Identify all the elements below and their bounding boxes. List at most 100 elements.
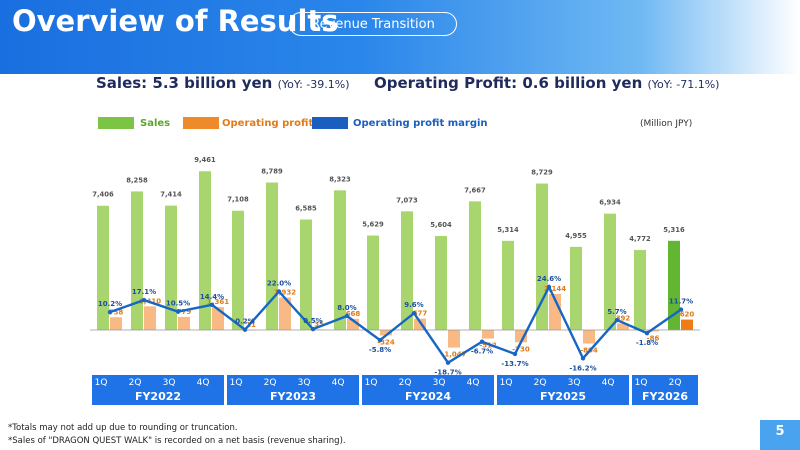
margin-line	[109, 284, 682, 365]
margin-value-label: 17.1%	[132, 288, 156, 296]
sales-value-label: 8,258	[126, 176, 148, 184]
sales-value-label: 6,934	[599, 199, 621, 207]
quarter-tick-label: 1Q	[229, 378, 243, 388]
margin-point	[141, 297, 147, 303]
sales-bar	[604, 213, 616, 330]
sales-bar	[435, 235, 447, 330]
sales-bar	[199, 171, 211, 330]
legend-swatch-op	[183, 117, 219, 129]
op-bar	[448, 330, 460, 348]
sales-value-label: 9,461	[194, 156, 216, 164]
sales-bar	[367, 235, 379, 330]
margin-value-label: 0.5%	[303, 317, 322, 325]
margin-point	[678, 307, 684, 312]
sales-bar	[570, 246, 582, 330]
margin-value-label: 22.0%	[267, 280, 291, 288]
kpi-op: Operating Profit: 0.6 billion yen	[373, 74, 643, 92]
op-bar	[110, 317, 122, 330]
margin-value-label: 9.6%	[404, 301, 423, 309]
page-number: 5	[775, 424, 785, 439]
sales-value-label: 6,585	[295, 205, 317, 213]
op-value-label: 35	[314, 320, 324, 328]
margin-point	[310, 326, 316, 332]
quarter-tick-label: 3Q	[432, 378, 446, 388]
sales-value-label: 8,729	[531, 169, 553, 177]
sales-value-label: 7,667	[464, 186, 486, 194]
op-value-label: 620	[680, 311, 695, 319]
margin-value-label: -5.8%	[369, 346, 391, 354]
quarter-tick-label: 4Q	[601, 378, 615, 388]
op-bar	[681, 319, 693, 330]
op-bar	[647, 330, 659, 332]
sales-value-label: 7,414	[160, 191, 182, 199]
fiscal-year-band: 1Q 2Q 3Q 4Q FY2022	[92, 375, 224, 405]
kpi-summary: Sales: 5.3 billion yen (YoY: -39.1%) Ope…	[96, 74, 719, 92]
margin-point	[445, 360, 451, 365]
kpi-sales: Sales: 5.3 billion yen	[96, 74, 273, 92]
fiscal-year-label: FY2022	[134, 390, 182, 403]
legend-label-margin: Operating profit margin	[353, 118, 488, 129]
fiscal-year-band: 1Q 2Q 3Q 4Q FY2023	[227, 375, 359, 405]
op-bar	[380, 330, 392, 336]
sales-bar	[266, 182, 278, 330]
fiscal-year-label: FY2023	[269, 390, 317, 403]
legend-swatch-margin	[312, 117, 348, 129]
op-bar	[279, 297, 291, 330]
margin-value-label: -13.7%	[501, 360, 528, 368]
margin-value-label: 5.7%	[607, 308, 626, 316]
margin-value-label: -6.7%	[471, 348, 493, 356]
margin-point	[242, 327, 248, 332]
op-bar	[414, 318, 426, 330]
footnote-net-basis: *Sales of "DRAGON QUEST WALK" is recorde…	[8, 436, 346, 446]
margin-value-label: 11.7%	[669, 298, 693, 306]
margin-value-label: -18.7%	[434, 369, 461, 377]
margin-value-label: 24.6%	[537, 275, 561, 283]
sales-bar	[668, 240, 680, 330]
op-value-label: -730	[512, 345, 530, 353]
fiscal-year-band: 1Q 2Q FY2026	[632, 375, 698, 405]
page-title: Overview of Results	[12, 4, 339, 38]
margin-value-label: -1.8%	[636, 339, 658, 347]
quarter-tick-label: 1Q	[364, 378, 378, 388]
kpi-op-yoy: (YoY: -71.1%)	[647, 78, 720, 91]
margin-point	[614, 317, 620, 323]
margin-point	[546, 284, 552, 290]
quarter-tick-label: 2Q	[128, 378, 142, 388]
legend-label-op: Operating profit	[222, 118, 314, 129]
kpi-sales-yoy: (YoY: -39.1%)	[277, 78, 350, 91]
op-value-label: 758	[109, 308, 124, 316]
fiscal-year-label: FY2024	[404, 390, 452, 403]
quarter-tick-label: 2Q	[668, 378, 682, 388]
sales-value-label: 5,604	[430, 221, 452, 229]
op-value-label: -324	[377, 338, 395, 346]
fiscal-year-band: 1Q 2Q 3Q 4Q FY2025	[497, 375, 629, 405]
margin-value-label: 10.2%	[98, 300, 122, 308]
op-bar	[515, 330, 527, 343]
margin-point	[644, 330, 650, 336]
quarter-tick-label: 4Q	[196, 378, 210, 388]
margin-point	[580, 356, 586, 361]
op-bar	[347, 318, 359, 330]
sales-value-label: 4,772	[629, 235, 651, 243]
op-bar	[583, 330, 595, 344]
fiscal-year-label: FY2026	[641, 390, 689, 403]
sales-bar	[401, 211, 413, 330]
sales-bar	[131, 191, 143, 330]
op-value-label: -86	[647, 334, 660, 342]
sales-bar	[469, 201, 481, 330]
quarter-tick-label: 2Q	[398, 378, 412, 388]
margin-point	[276, 289, 282, 294]
quarter-tick-label: 2Q	[533, 378, 547, 388]
legend-label-sales: Sales	[140, 118, 171, 129]
op-value-label: 1,932	[274, 289, 296, 297]
legend-swatch-sales	[98, 117, 134, 129]
sales-value-label: 8,789	[261, 168, 283, 176]
margin-point	[479, 339, 485, 344]
quarter-tick-label: 4Q	[466, 378, 480, 388]
sales-bar	[232, 210, 244, 330]
op-value-label: 11	[246, 321, 256, 329]
op-bar	[178, 316, 190, 330]
quarter-tick-label: 3Q	[567, 378, 581, 388]
sales-value-label: 8,323	[329, 175, 351, 183]
